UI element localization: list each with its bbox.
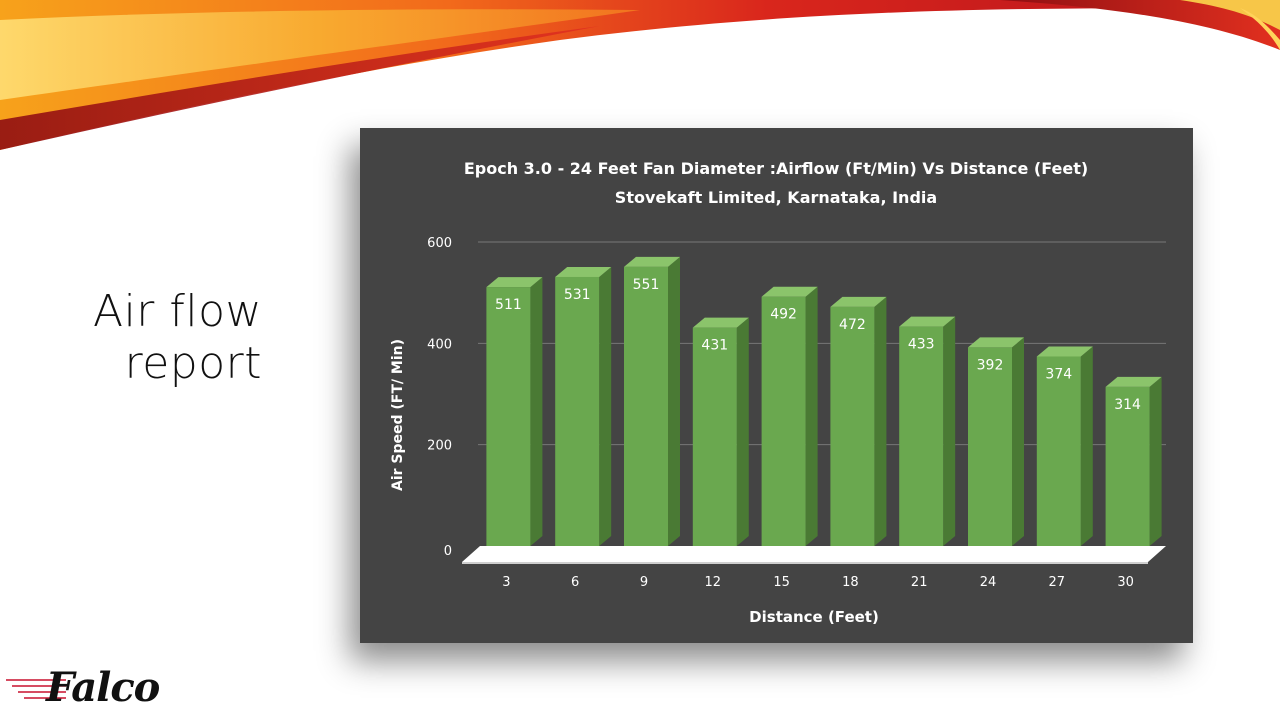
chart-subtitle: Stovekaft Limited, Karnataka, India: [615, 188, 937, 207]
data-label: 431: [701, 338, 728, 354]
x-tick-label: 18: [842, 575, 859, 590]
y-tick-label: 200: [427, 439, 452, 454]
bar-front: [899, 326, 944, 546]
bar-front: [1036, 356, 1081, 546]
bar-side: [1080, 346, 1093, 546]
logo-text: Falco: [46, 664, 160, 711]
data-label: 531: [564, 287, 591, 303]
y-tick-label: 0: [444, 544, 452, 559]
bar-side: [805, 286, 818, 546]
x-axis-label: Distance (Feet): [749, 608, 879, 626]
slide-title-line-1: Air flow: [92, 286, 262, 337]
bar-side: [530, 277, 543, 546]
chart-floor-plane: [462, 546, 1166, 562]
bars: 511 531 551 431 492 472 433 392 374 314: [486, 256, 1162, 546]
bar-top: [1036, 346, 1093, 357]
bar-front: [624, 266, 668, 546]
bar-21: 433: [899, 316, 956, 546]
x-tick-label: 27: [1049, 575, 1066, 590]
bar-top: [968, 337, 1024, 348]
bar-side: [599, 266, 612, 546]
x-tick-label: 15: [773, 575, 790, 590]
data-label: 433: [908, 337, 935, 353]
data-label: 472: [839, 317, 866, 333]
y-tick-label: 400: [427, 337, 452, 352]
bar-top: [555, 266, 612, 277]
bar-30: 314: [1105, 376, 1162, 546]
data-label: 551: [633, 277, 660, 293]
bar-27: 374: [1036, 346, 1093, 546]
bar-front: [692, 327, 737, 546]
bar-front: [761, 296, 806, 546]
bar-side: [943, 316, 956, 546]
slide-title: Air flow report: [2, 286, 262, 390]
chart-floor: [462, 546, 1166, 564]
chart-floor-edge: [462, 562, 1148, 564]
x-axis-ticks: 3 6 9 12 15 18 21 24 27 30: [502, 575, 1134, 590]
decorative-swoosh: [0, 0, 1280, 160]
bar-top: [830, 296, 887, 307]
data-label: 374: [1045, 367, 1072, 383]
bar-side: [1149, 376, 1162, 546]
data-label: 314: [1114, 397, 1141, 413]
bar-top: [1105, 376, 1162, 387]
bar-front: [555, 276, 600, 546]
bar-15: 492: [761, 286, 818, 546]
falco-logo-icon: [6, 679, 66, 699]
bar-front: [968, 347, 1012, 546]
bar-front: [830, 306, 875, 546]
bar-side: [668, 256, 680, 546]
data-label: 511: [495, 297, 522, 313]
x-tick-label: 3: [502, 575, 510, 590]
x-tick-label: 6: [571, 575, 579, 590]
data-label: 392: [977, 357, 1004, 373]
bar-3: 511: [486, 277, 543, 546]
x-tick-label: 21: [911, 575, 928, 590]
bar-side: [874, 296, 887, 546]
bar-top: [899, 316, 956, 327]
x-tick-label: 12: [705, 575, 722, 590]
x-tick-label: 30: [1117, 575, 1134, 590]
bar-top: [692, 317, 749, 328]
bar-front: [1105, 386, 1150, 546]
y-axis-ticks: 0 200 400 600: [427, 236, 452, 559]
x-tick-label: 24: [980, 575, 997, 590]
bar-12: 431: [692, 317, 749, 546]
y-tick-label: 600: [427, 236, 452, 251]
data-label: 492: [770, 307, 797, 323]
bar-side: [736, 317, 749, 546]
slide-title-line-2: report: [124, 338, 262, 389]
bar-top: [486, 277, 543, 288]
bar-6: 531: [555, 266, 612, 546]
bar-side: [1012, 337, 1024, 546]
bar-9: 551: [624, 256, 680, 546]
bar-front: [486, 287, 531, 546]
bar-chart: Epoch 3.0 - 24 Feet Fan Diameter :Airflo…: [390, 159, 1166, 626]
x-tick-label: 9: [640, 575, 648, 590]
bar-18: 472: [830, 296, 887, 546]
chart-panel: Epoch 3.0 - 24 Feet Fan Diameter :Airflo…: [360, 128, 1193, 643]
bar-top: [761, 286, 818, 297]
bar-24: 392: [968, 337, 1024, 546]
chart-title: Epoch 3.0 - 24 Feet Fan Diameter :Airflo…: [464, 159, 1088, 178]
bar-top: [624, 256, 680, 267]
y-axis-label: Air Speed (FT/ Min): [390, 339, 406, 491]
